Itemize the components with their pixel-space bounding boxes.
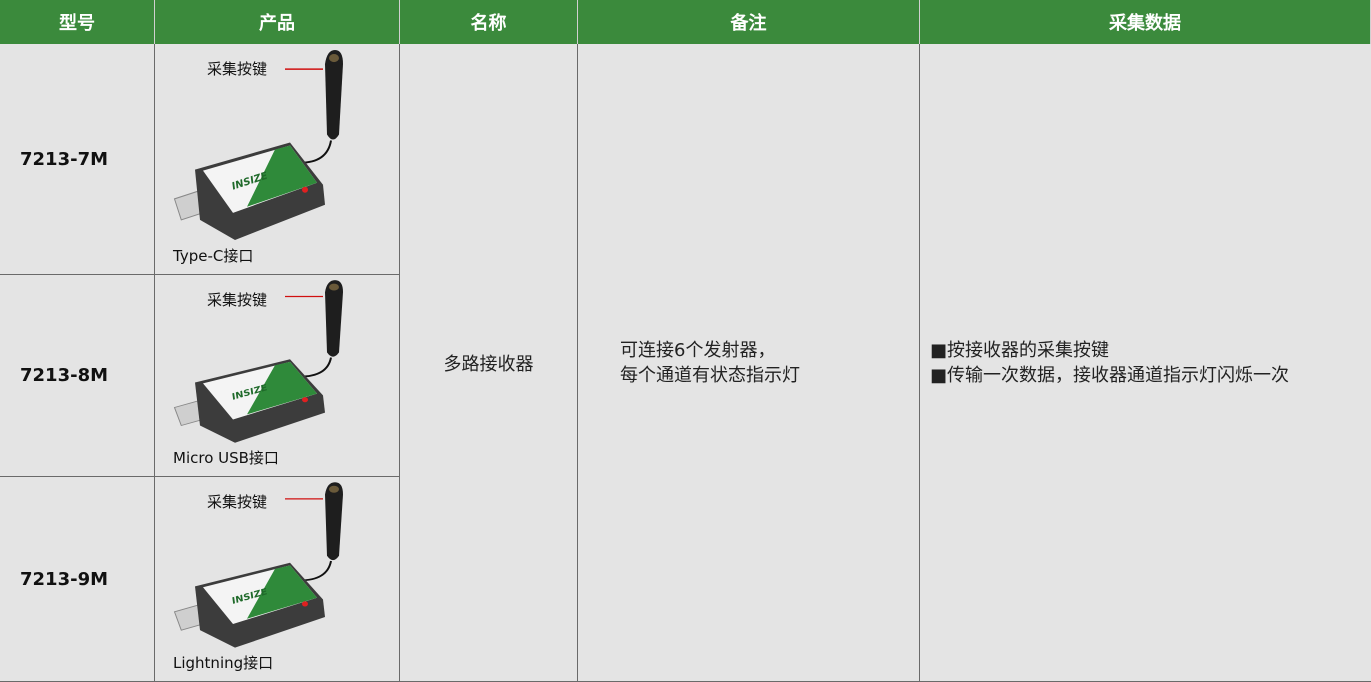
- device-illustration: INSIZE: [173, 482, 343, 648]
- device-stripe: [247, 145, 317, 207]
- button-label: 采集按键: [207, 60, 268, 78]
- button-pen: [325, 280, 343, 357]
- port-label: Micro USB接口: [173, 449, 279, 467]
- data-cell: ■按接收器的采集按键 ■传输一次数据，接收器通道指示灯闪烁一次: [920, 44, 1371, 682]
- remark-text: 可连接6个发射器， 每个通道有状态指示灯: [620, 338, 800, 388]
- button-label: 采集按键: [207, 493, 268, 511]
- model-cell: 7213-8M: [0, 275, 155, 477]
- device: INSIZE: [173, 482, 343, 648]
- pen-tip: [329, 485, 339, 493]
- product-cell: 采集按键 Micro USB接口 INSIZE: [155, 275, 400, 477]
- remark-line: 可连接6个发射器，: [620, 339, 776, 361]
- device-illustration: INSIZE: [173, 50, 343, 240]
- name-cell: 多路接收器: [400, 44, 578, 682]
- header-cell: 采集数据: [920, 0, 1371, 44]
- button-pen: [325, 50, 343, 140]
- device-illustration: INSIZE: [173, 280, 343, 443]
- header-cell: 名称: [400, 0, 578, 44]
- data-text: ■按接收器的采集按键 ■传输一次数据，接收器通道指示灯闪烁一次: [930, 338, 1289, 388]
- status-led: [302, 186, 308, 193]
- device: INSIZE: [173, 280, 343, 443]
- device-stripe: [247, 565, 317, 619]
- data-line: ■按接收器的采集按键: [930, 339, 1110, 361]
- device: INSIZE: [173, 50, 343, 240]
- model-cell: 7213-9M: [0, 477, 155, 682]
- button-label: 采集按键: [207, 291, 268, 309]
- remark-cell: 可连接6个发射器， 每个通道有状态指示灯: [578, 44, 920, 682]
- remark-line: 每个通道有状态指示灯: [620, 364, 800, 386]
- data-line: ■传输一次数据，接收器通道指示灯闪烁一次: [930, 364, 1290, 386]
- port-label: Lightning接口: [173, 654, 274, 672]
- status-led: [302, 601, 308, 607]
- device-stripe: [247, 361, 317, 415]
- pen-tip: [329, 283, 339, 291]
- status-led: [302, 397, 308, 403]
- header-cell: 产品: [155, 0, 400, 44]
- pen-tip: [329, 54, 339, 63]
- port-label: Type-C接口: [173, 247, 254, 265]
- model-cell: 7213-7M: [0, 44, 155, 275]
- product-cell: 采集按键 Lightning接口 INSIZE: [155, 477, 400, 682]
- button-pen: [325, 482, 343, 561]
- header-cell: 型号: [0, 0, 155, 44]
- product-cell: 采集按键 Type-C接口 INSIZE: [155, 44, 400, 275]
- header-cell: 备注: [578, 0, 920, 44]
